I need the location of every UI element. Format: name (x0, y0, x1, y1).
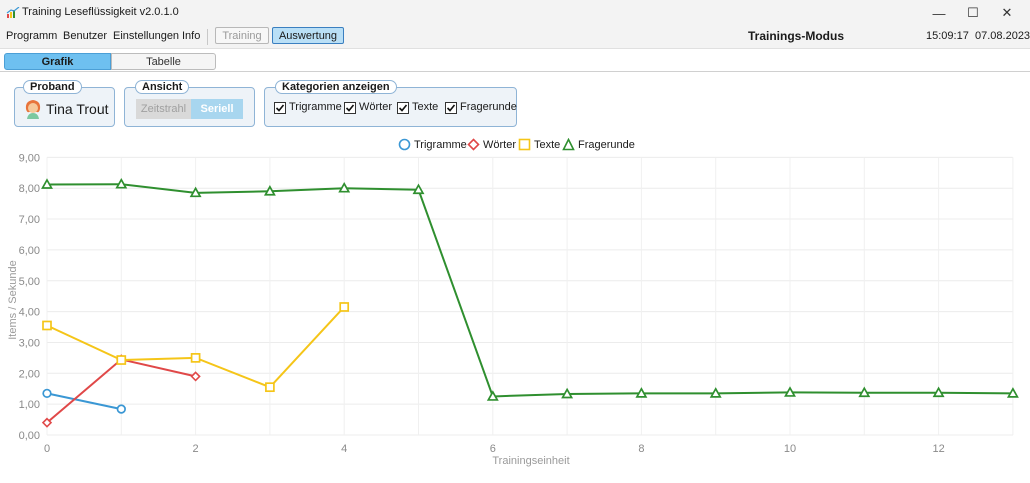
tab-grafik[interactable]: Grafik (4, 53, 111, 70)
texte-checkbox[interactable] (397, 102, 409, 114)
series-line-fragerunde (46, 183, 1013, 398)
title-bar: Training Leseflüssigkeit v2.0.1.0 — ☐ ✕ (0, 0, 1030, 26)
legend-trigramme-marker (398, 138, 411, 151)
data-point-fragerunde (561, 387, 574, 399)
x-tick-label: 4 (341, 443, 347, 455)
trigramme-checkbox-label[interactable]: Trigramme (289, 101, 342, 113)
close-button[interactable]: ✕ (984, 0, 1030, 26)
app-logo-icon (6, 7, 20, 18)
data-point-fragerunde (41, 178, 53, 189)
trigramme-checkbox[interactable] (274, 102, 286, 114)
y-tick-label: 6,00 (19, 245, 40, 257)
date: 07.08.2023 (975, 30, 1030, 42)
fragerunde-checkbox[interactable] (445, 102, 457, 114)
data-point-fragerunde (1006, 387, 1019, 398)
x-tick-label: 2 (193, 443, 199, 455)
menu-info[interactable]: Info (182, 30, 201, 42)
clock: 15:09:17 (926, 30, 969, 42)
y-tick-label: 7,00 (19, 214, 40, 226)
close-icon: ✕ (1001, 5, 1013, 20)
y-tick-label: 4,00 (19, 307, 40, 319)
seriell-toggle[interactable]: Seriell (191, 99, 243, 119)
checkmark-icon (275, 104, 285, 112)
data-point-texte (339, 302, 350, 312)
data-point-fragerunde (412, 183, 425, 195)
tab-tabelle[interactable]: Tabelle (111, 53, 216, 70)
avatar-icon (25, 100, 41, 119)
x-tick-label: 12 (932, 443, 944, 455)
fragerunde-checkbox-label[interactable]: Fragerunde (460, 101, 517, 113)
x-axis-label: Trainingseinheit (492, 455, 569, 467)
x-tick-label: 0 (44, 443, 50, 455)
data-point-trigramme (42, 388, 52, 399)
series-line-trigramme (46, 392, 122, 411)
proband-group: Proband Tina Trout (14, 80, 115, 127)
data-point-fragerunde (858, 386, 871, 398)
y-tick-label: 8,00 (19, 183, 40, 195)
window-title: Training Leseflüssigkeit v2.0.1.0 (22, 6, 179, 18)
data-point-trigramme (116, 404, 126, 414)
checkmark-icon (345, 104, 355, 112)
legend-trigramme-label: Trigramme (414, 139, 467, 151)
tab-divider (0, 71, 1030, 72)
y-axis-label: Items / Sekunde (7, 260, 19, 340)
legend-woerter-marker (467, 138, 480, 151)
woerter-checkbox-label[interactable]: Wörter (359, 101, 392, 113)
minimize-icon: — (932, 5, 946, 21)
kategorien-group: Kategorien anzeigen Trigramme Wörter Tex… (264, 80, 517, 127)
data-point-fragerunde (709, 387, 722, 398)
ansicht-group-title: Ansicht (135, 80, 190, 94)
y-tick-label: 2,00 (19, 368, 40, 380)
y-tick-label: 3,00 (19, 337, 40, 349)
proband-name: Tina Trout (46, 101, 109, 117)
legend-texte-label: Texte (534, 139, 561, 151)
woerter-checkbox[interactable] (344, 102, 356, 114)
data-point-fragerunde (189, 186, 202, 198)
x-tick-label: 8 (638, 443, 644, 455)
y-tick-label: 1,00 (19, 399, 40, 411)
legend-texte-marker (518, 138, 531, 151)
menu-einstellungen[interactable]: Einstellungen (113, 30, 180, 42)
data-point-texte (190, 353, 201, 363)
y-tick-label: 0,00 (19, 430, 40, 442)
data-point-woerter (190, 371, 201, 382)
menu-programm[interactable]: Programm (6, 30, 58, 42)
auswertung-mode-button[interactable]: Auswertung (272, 27, 344, 44)
mode-label: Trainings-Modus (748, 29, 844, 43)
data-point-fragerunde (338, 181, 351, 193)
x-tick-label: 6 (490, 443, 496, 455)
data-point-woerter (41, 417, 53, 428)
data-point-fragerunde (932, 386, 945, 398)
legend-woerter-label: Wörter (483, 139, 516, 151)
ansicht-group: Ansicht Zeitstrahl Seriell (124, 80, 255, 127)
data-point-texte (265, 382, 275, 393)
data-point-fragerunde (486, 390, 499, 401)
proband-group-title: Proband (23, 80, 82, 94)
view-tabs: Grafik Tabelle (4, 53, 216, 71)
checkmark-icon (446, 104, 456, 112)
maximize-button[interactable]: ☐ (950, 0, 996, 26)
menu-bar: Programm Benutzer Einstellungen Info Tra… (0, 26, 1030, 49)
texte-checkbox-label[interactable]: Texte (412, 101, 439, 113)
data-point-texte (116, 355, 127, 365)
y-tick-label: 9,00 (19, 152, 40, 164)
x-tick-label: 10 (784, 443, 796, 455)
menu-benutzer[interactable]: Benutzer (63, 30, 108, 42)
data-point-fragerunde (635, 387, 648, 398)
data-point-fragerunde (263, 185, 276, 196)
y-tick-label: 5,00 (19, 276, 40, 288)
training-mode-button[interactable]: Training (215, 27, 269, 44)
kategorien-group-title: Kategorien anzeigen (275, 80, 397, 94)
minimize-button[interactable]: — (916, 0, 962, 26)
menu-separator (207, 29, 208, 45)
checkmark-icon (398, 104, 408, 112)
maximize-icon: ☐ (967, 5, 979, 20)
data-point-fragerunde (784, 386, 796, 397)
zeitstrahl-toggle[interactable]: Zeitstrahl (136, 99, 191, 119)
data-point-texte (42, 320, 52, 331)
legend-fragerunde-marker (562, 138, 575, 151)
legend-fragerunde-label: Fragerunde (578, 139, 635, 151)
data-point-fragerunde (115, 177, 128, 189)
